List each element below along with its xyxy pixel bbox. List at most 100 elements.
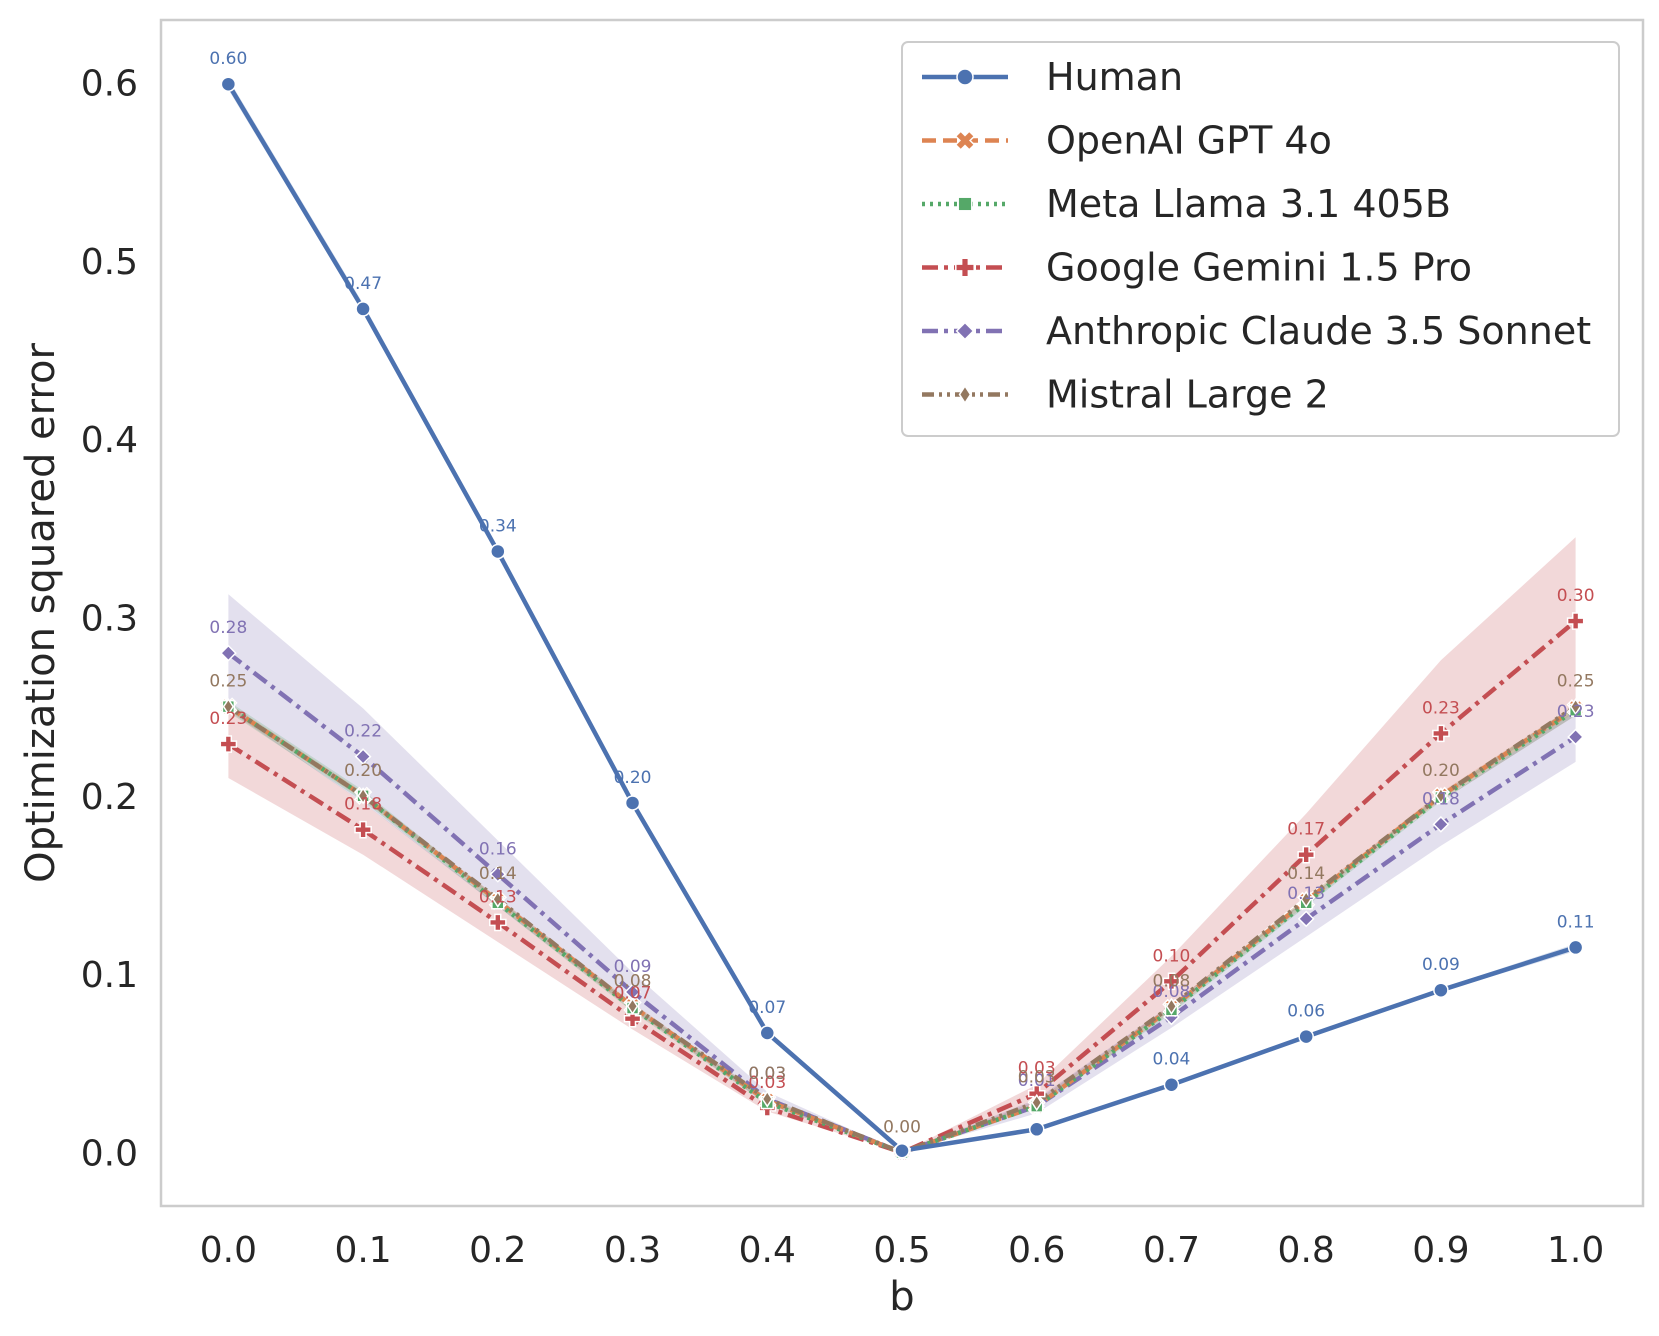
y-tick-label: 0.3 [81,598,138,639]
marker-human [894,1142,910,1159]
data-label-mistral-large-2: 0.08 [614,971,652,991]
marker-human [220,76,237,92]
y-tick-label: 0.6 [81,63,138,104]
marker-mistral-large-2 [626,997,639,1015]
band-google-gemini-1-5-pro [228,537,1576,1153]
marker-mistral-large-2 [492,890,504,908]
y-axis-title: Optimization squared error [18,343,64,883]
data-label-human: 0.11 [1557,912,1595,932]
legend-item-human: Human [922,55,1183,99]
data-label-mistral-large-2: 0.25 [1557,672,1595,692]
data-label-google-gemini-1-5-pro: 0.03 [1018,1059,1056,1079]
marker-google-gemini-1-5-pro [1566,612,1585,630]
legend-marker [955,321,975,341]
data-label-anthropic-claude-3-5-sonnet: 0.03 [748,1064,786,1084]
data-label-mistral-large-2: 0.08 [1153,971,1191,991]
x-tick-label: 0.8 [1278,1230,1335,1271]
marker-anthropic-claude-3-5-sonnet [354,748,372,765]
marker-mistral-large-2 [222,697,235,716]
marker-human [759,1025,776,1041]
marker-anthropic-claude-3-5-sonnet [219,644,237,662]
x-tick-label: 0.5 [873,1230,930,1271]
marker-human [490,543,506,560]
marker-mistral-large-2 [1435,787,1447,805]
data-label-google-gemini-1-5-pro: 0.23 [209,709,247,729]
legend-item-anthropic-claude-3-5-sonnet: Anthropic Claude 3.5 Sonnet [922,309,1591,353]
data-label-human: 0.09 [1422,955,1460,975]
x-axis-ticks: 0.0 0.1 0.2 0.3 0.4 0.5 0.6 0.7 0.8 0.9 1.0 [200,1230,1605,1271]
legend-item-google-gemini-1-5-pro: Google Gemini 1.5 Pro [922,246,1472,290]
legend-item-openai-gpt-4o: OpenAI GPT 4o [922,119,1332,163]
marker-mistral-large-2 [1300,890,1312,908]
marker-mistral-large-2 [761,1090,773,1108]
series-markers [219,76,1585,1162]
x-tick-label: 0.6 [1008,1230,1065,1271]
data-label-human: 0.07 [748,998,786,1018]
data-label-anthropic-claude-3-5-sonnet: 0.13 [1287,884,1325,904]
marker-google-gemini-1-5-pro [219,735,238,753]
marker-human [1433,982,1449,998]
legend-label: Google Gemini 1.5 Pro [1046,246,1472,290]
marker-human [624,795,641,811]
marker-anthropic-claude-3-5-sonnet [489,865,507,883]
data-label-mistral-large-2: 0.25 [209,672,247,692]
marker-google-gemini-1-5-pro [1162,972,1181,991]
y-tick-label: 0.2 [81,777,138,818]
legend-marker [954,130,976,151]
y-tick-label: 0.4 [81,420,138,461]
data-label-human: 0.60 [209,49,247,69]
marker-human [1567,939,1584,956]
x-tick-label: 0.3 [604,1230,661,1271]
y-tick-label: 0.0 [81,1133,138,1174]
marker-human [355,301,371,317]
data-label-mistral-large-2: 0.20 [1422,761,1460,781]
legend-marker [956,68,974,86]
y-tick-label: 0.5 [81,242,138,283]
data-label-human: 0.04 [1153,1050,1191,1070]
x-tick-label: 0.4 [739,1230,796,1271]
marker-mistral-large-2 [1569,697,1582,716]
data-label-mistral-large-2: 0.00 [883,1117,921,1137]
x-tick-label: 0.1 [334,1230,391,1271]
marker-mistral-large-2 [1031,1093,1043,1112]
legend-label: Anthropic Claude 3.5 Sonnet [1046,309,1591,353]
data-labels: 0.230.180.130.070.030.030.100.170.230.30… [209,49,1594,1137]
data-label-anthropic-claude-3-5-sonnet: 0.23 [1557,702,1595,722]
legend-box [901,41,1620,437]
data-label-anthropic-claude-3-5-sonnet: 0.01 [1018,1071,1056,1091]
data-label-mistral-large-2: 0.20 [344,761,382,781]
data-label-google-gemini-1-5-pro: 0.03 [748,1073,786,1093]
marker-mistral-large-2 [1165,997,1178,1015]
data-label-human: 0.20 [614,768,652,788]
legend-marker-shape [954,130,976,151]
legend-label: Meta Llama 3.1 405B [1046,182,1451,226]
y-tick-label: 0.1 [81,955,138,996]
legend-item-meta-llama-3-1-405b: Meta Llama 3.1 405B [922,182,1451,226]
data-label-anthropic-claude-3-5-sonnet: 0.16 [479,839,517,859]
x-axis-title: b [889,1274,914,1320]
marker-anthropic-claude-3-5-sonnet [1567,728,1585,746]
marker-human [1298,1028,1314,1045]
data-label-mistral-large-2: 0.03 [1018,1068,1056,1088]
legend-label: Human [1046,55,1183,99]
data-label-mistral-large-2: 0.03 [748,1064,786,1084]
marker-anthropic-claude-3-5-sonnet [1432,815,1450,833]
marker-anthropic-claude-3-5-sonnet [1297,910,1315,928]
marker-mistral-large-2 [357,787,369,805]
marker-human [1028,1121,1045,1138]
data-label-anthropic-claude-3-5-sonnet: 0.08 [1153,982,1191,1002]
marker-google-gemini-1-5-pro [1432,724,1450,743]
x-tick-label: 0.2 [469,1230,526,1271]
x-tick-label: 0.0 [200,1230,257,1271]
data-label-human: 0.34 [479,516,517,536]
marker-google-gemini-1-5-pro [623,1009,642,1028]
marker-human [1163,1076,1180,1093]
x-tick-label: 0.7 [1143,1230,1200,1271]
legend-marker [958,384,972,405]
marker-google-gemini-1-5-pro [489,913,507,932]
legend-marker [955,257,975,278]
data-label-anthropic-claude-3-5-sonnet: 0.22 [344,722,382,742]
legend-item-mistral-large-2: Mistral Large 2 [922,373,1329,417]
data-label-anthropic-claude-3-5-sonnet: 0.09 [614,957,652,977]
data-label-human: 0.06 [1287,1002,1325,1022]
